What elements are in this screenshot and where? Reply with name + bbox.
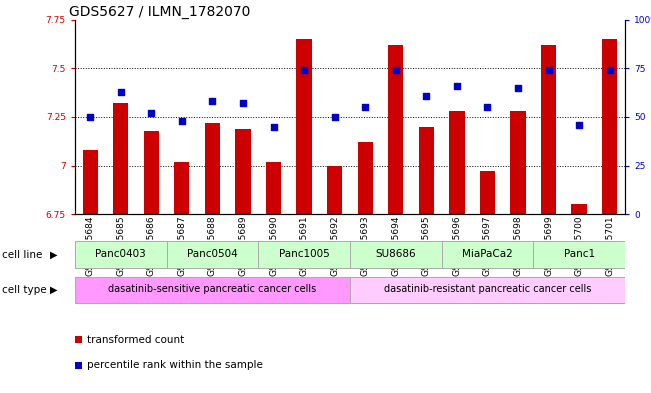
Text: Panc1: Panc1 <box>564 249 594 259</box>
Text: Panc0504: Panc0504 <box>187 249 238 259</box>
Point <box>513 84 523 91</box>
Point <box>391 67 401 73</box>
Text: MiaPaCa2: MiaPaCa2 <box>462 249 513 259</box>
Point <box>238 100 248 107</box>
Bar <box>480 171 495 214</box>
Bar <box>296 39 312 214</box>
Point <box>207 98 217 105</box>
Bar <box>174 162 189 214</box>
Bar <box>167 241 258 268</box>
Bar <box>75 241 167 268</box>
Bar <box>357 142 373 214</box>
Point <box>85 114 95 120</box>
Point <box>146 110 156 116</box>
Text: SU8686: SU8686 <box>376 249 416 259</box>
Point <box>605 67 615 73</box>
Text: dasatinib-sensitive pancreatic cancer cells: dasatinib-sensitive pancreatic cancer ce… <box>108 284 316 294</box>
Bar <box>144 130 159 214</box>
Bar <box>602 39 617 214</box>
Text: GDS5627 / ILMN_1782070: GDS5627 / ILMN_1782070 <box>70 5 251 18</box>
Bar <box>327 165 342 214</box>
Point <box>176 118 187 124</box>
Point <box>574 121 585 128</box>
Bar <box>572 204 587 214</box>
Bar <box>113 103 128 214</box>
Bar <box>510 111 525 214</box>
Text: dasatinib-resistant pancreatic cancer cells: dasatinib-resistant pancreatic cancer ce… <box>383 284 591 294</box>
Bar <box>205 123 220 214</box>
Point <box>115 88 126 95</box>
Bar <box>350 241 441 268</box>
Text: ▶: ▶ <box>49 250 57 260</box>
Text: cell line: cell line <box>2 250 42 260</box>
Bar <box>388 45 404 214</box>
Point <box>360 104 370 110</box>
Point <box>452 83 462 89</box>
Text: transformed count: transformed count <box>87 335 184 345</box>
Text: percentile rank within the sample: percentile rank within the sample <box>87 360 263 371</box>
Bar <box>235 129 251 214</box>
Text: ▶: ▶ <box>49 285 57 295</box>
Bar <box>441 241 533 268</box>
Bar <box>266 162 281 214</box>
Text: Panc0403: Panc0403 <box>95 249 146 259</box>
Bar <box>258 241 350 268</box>
Bar <box>419 127 434 214</box>
Point <box>299 67 309 73</box>
Point <box>544 67 554 73</box>
Point <box>329 114 340 120</box>
Point <box>482 104 493 110</box>
Bar <box>350 277 625 303</box>
Bar <box>449 111 465 214</box>
Bar <box>75 277 350 303</box>
Point <box>421 92 432 99</box>
Text: cell type: cell type <box>2 285 47 295</box>
Point <box>268 123 279 130</box>
Text: Panc1005: Panc1005 <box>279 249 329 259</box>
Bar <box>83 150 98 214</box>
Bar <box>533 241 625 268</box>
Bar <box>541 45 556 214</box>
